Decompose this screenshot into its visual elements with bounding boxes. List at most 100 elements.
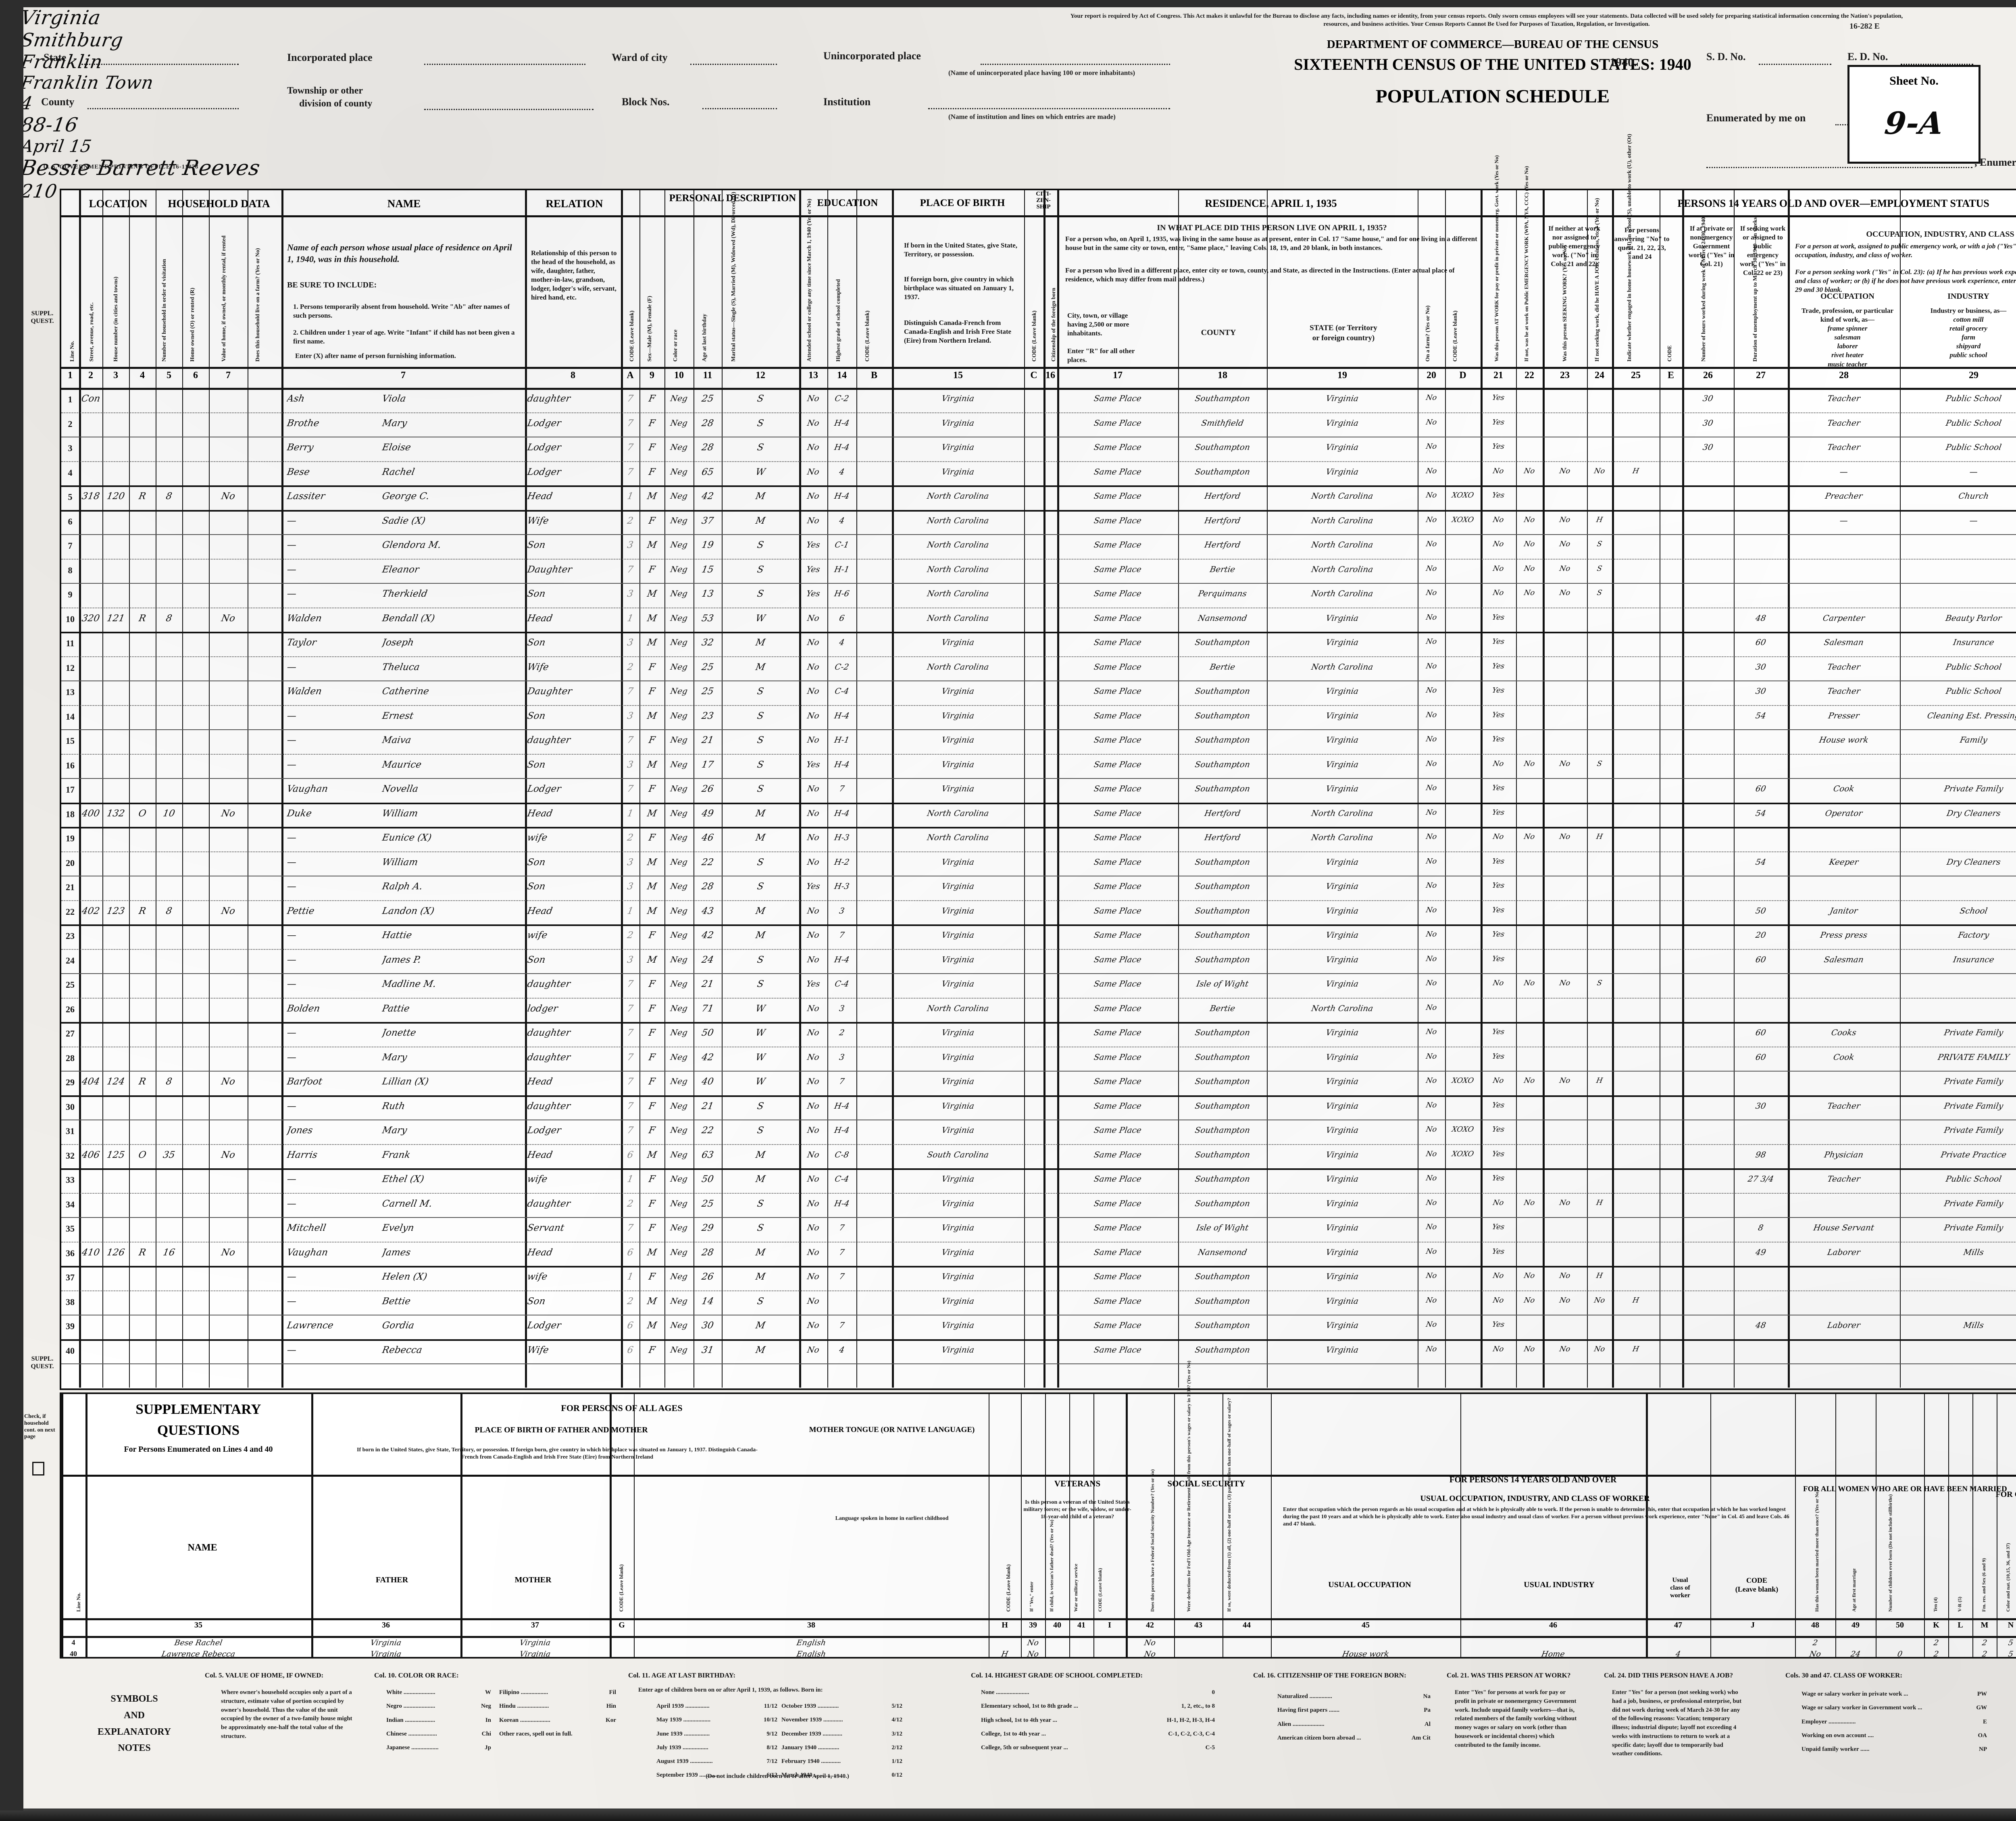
- note-item: High school, 1st to 4th year ... H-1, H-…: [981, 1716, 1215, 1724]
- col7-include-1: 1. Persons temporarily absent from house…: [293, 303, 510, 320]
- col17-head: City, town, or village having 2,500 or m…: [1067, 312, 1135, 364]
- cell-q22: No: [1523, 1198, 1536, 1207]
- supp-rule: [1948, 1394, 1949, 1658]
- cell-birth: Virginia: [941, 735, 975, 745]
- enumerated-date: April 15: [19, 136, 93, 156]
- cell-r19: Virginia: [1325, 637, 1360, 647]
- office-head-K: Ten (4): [1933, 1597, 1938, 1612]
- cell-given: Eunice (X): [381, 832, 433, 843]
- cell-q27: 48: [1755, 1320, 1767, 1330]
- cell-surname: Lawrence: [286, 1320, 334, 1331]
- rule-col27: [1734, 190, 1735, 1388]
- cell-hh: R: [138, 1247, 147, 1258]
- mother-tongue-header: MOTHER TONGUE (OR NATIVE LANGUAGE): [809, 1426, 975, 1434]
- cell-race: Neg: [669, 1272, 689, 1281]
- supp-rule-data: [61, 1636, 2016, 1638]
- cell-a: 3: [626, 637, 634, 648]
- group-employment-status: PERSONS 14 YEARS OLD AND OVER—EMPLOYMENT…: [1677, 198, 1989, 209]
- supp-codeJ-head: CODE (Leave blank): [1735, 1576, 1779, 1593]
- supp-cell-name: Lawrence Rebecca: [160, 1650, 236, 1659]
- cell-r19: Virginia: [1325, 686, 1360, 696]
- cell-r20: No: [1425, 930, 1438, 939]
- rule-col1: [79, 190, 81, 1388]
- col21-note-head: Col. 21. WAS THIS PERSON AT WORK?: [1447, 1671, 1571, 1679]
- cell-q21: No: [1492, 1272, 1505, 1280]
- row-line-number: 16: [66, 760, 75, 770]
- residence-para-2: For a person who lived in a different pl…: [1065, 266, 1455, 283]
- check-next-page-box[interactable]: [32, 1462, 44, 1476]
- cell-ind: Dry Cleaners: [1946, 857, 2001, 867]
- cell-q24: S: [1596, 589, 1603, 597]
- rule-colD: [1445, 190, 1446, 1388]
- cell-q27: 30: [1755, 1101, 1767, 1111]
- cell-birth: North Carolina: [926, 491, 990, 501]
- cell-birth: Virginia: [941, 1247, 975, 1257]
- cell-occ: —: [1839, 515, 1849, 525]
- cell-ind: Private Family: [1943, 1076, 2004, 1086]
- colC-head: CODE (Leave blank): [1031, 310, 1037, 362]
- cell-rel: Son: [526, 637, 546, 648]
- row-line-number: 8: [68, 565, 73, 575]
- supp-col44-head: If so, were deducted from (1) all, (2) o…: [1226, 1398, 1232, 1612]
- cell-a: 2: [626, 1296, 634, 1307]
- note-item-leader: ......................: [996, 1689, 1029, 1696]
- note-item-label: October 1939: [781, 1703, 818, 1709]
- cell-r18: Southampton: [1194, 1272, 1251, 1281]
- cell-age: 32: [701, 637, 714, 648]
- cell-given: William: [381, 808, 419, 819]
- col11-intro: Enter age of children born on or after A…: [638, 1687, 823, 1693]
- cell-q26: 30: [1702, 393, 1714, 403]
- cell-race: Neg: [669, 954, 689, 964]
- cell-age: 42: [701, 930, 714, 941]
- supp-column-number-L: L: [1958, 1621, 1963, 1630]
- cell-r20: No: [1425, 784, 1438, 792]
- cell-own: 16: [162, 1247, 176, 1258]
- note-item: Working on own account .... OA: [1801, 1732, 1987, 1740]
- cell-a: 7: [626, 1076, 634, 1087]
- note-item: Filipino .................. Fil: [499, 1688, 616, 1696]
- col7-be-sure: BE SURE TO INCLUDE:: [287, 281, 377, 289]
- cell-surname: Berry: [286, 442, 314, 453]
- row-separator: [61, 412, 2016, 413]
- cell-a: 6: [626, 1344, 634, 1355]
- cell-sex: F: [648, 442, 656, 453]
- cell-r17: Same Place: [1093, 1003, 1142, 1013]
- cell-r20: No: [1425, 613, 1438, 622]
- cell-q21: Yes: [1491, 1125, 1505, 1134]
- residence-para-1: For a person who, on April 1, 1935, was …: [1065, 235, 1477, 252]
- row-separator: [61, 534, 2016, 535]
- cell-sex: M: [646, 1296, 658, 1307]
- supp-rule: [85, 1394, 87, 1658]
- cell-given: Bendall (X): [381, 613, 436, 624]
- cell-surname: Pettie: [286, 905, 315, 916]
- rule-colB: [856, 190, 857, 1388]
- cell-mar: M: [754, 832, 766, 843]
- cell-r19: Virginia: [1325, 930, 1360, 940]
- cell-r20: No: [1425, 1320, 1438, 1329]
- cell-q21: Yes: [1491, 686, 1505, 695]
- note-item-value: 0: [1212, 1689, 1215, 1696]
- cell-ind: —: [1968, 466, 1979, 477]
- cell-r17: Same Place: [1093, 954, 1142, 964]
- cell-occ: Teacher: [1826, 662, 1861, 672]
- cell-given: Theluca: [381, 662, 421, 672]
- cell-sex: F: [648, 1344, 656, 1355]
- cell-r19: Virginia: [1325, 881, 1360, 891]
- rule-col24: [1587, 190, 1588, 1388]
- incorporated-rule: [424, 64, 585, 65]
- cell-mar: M: [754, 491, 766, 502]
- row-line-number: 33: [66, 1175, 75, 1185]
- cell-q22: No: [1523, 1272, 1536, 1280]
- supp-rule: [1174, 1394, 1175, 1658]
- cell-sch: No: [806, 662, 820, 672]
- cell-given: Maurice: [381, 759, 423, 770]
- note-item-label: March 1940: [781, 1772, 814, 1779]
- cell-q25: H: [1632, 466, 1640, 475]
- cell-sex: M: [646, 905, 658, 916]
- cell-mar: M: [754, 662, 766, 672]
- cell-ind: Factory: [1957, 930, 1990, 940]
- cell-r20: No: [1425, 954, 1438, 963]
- pob-father-mother-header: PLACE OF BIRTH OF FATHER AND MOTHER: [475, 1426, 648, 1434]
- cell-q27: 27 3/4: [1747, 1174, 1775, 1184]
- cell-ind: Public School: [1945, 418, 2002, 428]
